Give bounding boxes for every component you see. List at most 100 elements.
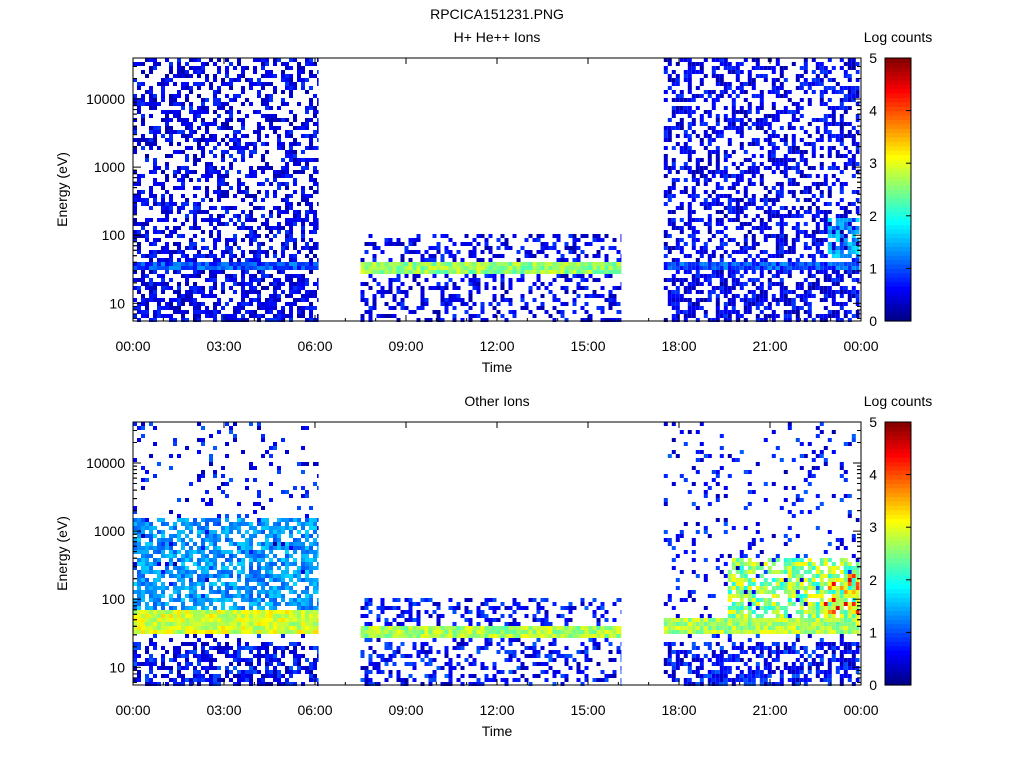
spectrogram-cell — [759, 98, 764, 102]
spectrogram-cell — [763, 130, 768, 134]
spectrogram-cell — [189, 122, 193, 126]
spectrogram-cell — [843, 210, 848, 214]
spectrogram-cell — [707, 154, 712, 158]
spectrogram-cell — [189, 682, 193, 686]
spectrogram-cell — [747, 262, 752, 266]
spectrogram-cell — [847, 134, 852, 138]
spectrogram-cell — [524, 238, 529, 242]
spectrogram-cell — [165, 130, 169, 134]
spectrogram-cell — [241, 238, 245, 242]
spectrogram-cell — [815, 186, 820, 190]
spectrogram-cell — [711, 150, 716, 154]
spectrogram-cell — [133, 458, 137, 462]
spectrogram-cell — [735, 70, 740, 74]
spectrogram-cell — [464, 302, 469, 306]
spectrogram-cell — [759, 218, 764, 222]
spectrogram-cell — [209, 218, 213, 222]
spectrogram-cell — [177, 114, 181, 118]
spectrogram-cell — [181, 314, 185, 318]
spectrogram-cell — [229, 246, 233, 250]
spectrogram-cell — [472, 278, 477, 282]
spectrogram-cell — [149, 530, 153, 534]
spectrogram-cell — [568, 278, 573, 282]
spectrogram-cell — [755, 66, 760, 70]
spectrogram-cell — [795, 230, 800, 234]
spectrogram-cell — [149, 554, 153, 558]
spectrogram-cell — [584, 294, 589, 298]
spectrogram-cell — [205, 122, 209, 126]
spectrogram-cell — [691, 70, 696, 74]
spectrogram-cell — [177, 74, 181, 78]
spectrogram-cell — [253, 266, 257, 270]
spectrogram-cell — [703, 278, 708, 282]
spectrogram-cell — [165, 174, 169, 178]
spectrogram-cell — [181, 666, 185, 670]
spectrogram-cell — [177, 102, 181, 106]
colorbar-segment — [885, 237, 911, 243]
spectrogram-cell — [221, 190, 225, 194]
spectrogram-cell — [241, 450, 245, 454]
spectrogram-cell — [847, 86, 852, 90]
spectrogram-cell — [173, 566, 177, 570]
spectrogram-cell — [811, 118, 816, 122]
spectrogram-cell — [245, 618, 249, 622]
spectrogram-cell — [189, 642, 193, 646]
spectrogram-cell — [795, 294, 800, 298]
spectrogram-cell — [153, 178, 157, 182]
spectrogram-cell — [213, 206, 217, 210]
spectrogram-cell — [169, 594, 173, 598]
spectrogram-cell — [289, 230, 293, 234]
spectrogram-cell — [177, 650, 181, 654]
spectrogram-cell — [452, 242, 457, 246]
colorbar-segment — [885, 101, 911, 107]
spectrogram-cell — [723, 294, 728, 298]
spectrogram-cell — [703, 202, 708, 206]
spectrogram-cell — [600, 246, 605, 250]
spectrogram-cell — [137, 606, 141, 610]
spectrogram-cell — [843, 242, 848, 246]
spectrogram-cell — [715, 130, 720, 134]
spectrogram-cell — [671, 294, 676, 298]
spectrogram-cell — [193, 550, 197, 554]
spectrogram-cell — [492, 274, 497, 278]
spectrogram-cell — [201, 642, 205, 646]
spectrogram-cell — [759, 262, 764, 266]
spectrogram-cell — [137, 598, 141, 602]
spectrogram-cell — [173, 574, 177, 578]
spectrogram-cell — [233, 606, 237, 610]
spectrogram-cell — [428, 262, 433, 266]
spectrogram-cell — [719, 78, 724, 82]
spectrogram-cell — [297, 126, 301, 130]
spectrogram-cell — [691, 210, 696, 214]
spectrogram-cell — [604, 262, 609, 266]
spectrogram-cell — [173, 82, 177, 86]
spectrogram-cell — [237, 310, 241, 314]
spectrogram-cell — [847, 90, 852, 94]
spectrogram-cell — [759, 66, 764, 70]
spectrogram-cell — [815, 118, 820, 122]
spectrogram-cell — [237, 678, 241, 682]
spectrogram-cell — [739, 298, 744, 302]
spectrogram-cell — [751, 218, 756, 222]
spectrogram-cell — [524, 262, 529, 266]
spectrogram-cell — [388, 286, 393, 290]
spectrogram-cell — [580, 262, 585, 266]
spectrogram-cell — [269, 182, 273, 186]
spectrogram-cell — [301, 226, 305, 230]
spectrogram-cell — [301, 170, 305, 174]
spectrogram-cell — [269, 70, 273, 74]
spectrogram-cell — [528, 254, 533, 258]
spectrogram-cell — [141, 578, 145, 582]
spectrogram-cell — [181, 250, 185, 254]
spectrogram-cell — [795, 226, 800, 230]
spectrogram-cell — [831, 134, 836, 138]
spectrogram-cell — [137, 110, 141, 114]
spectrogram-cell — [675, 286, 680, 290]
spectrogram-cell — [317, 242, 319, 246]
spectrogram-cell — [317, 262, 319, 266]
spectrogram-cell — [193, 642, 197, 646]
spectrogram-cell — [201, 118, 205, 122]
spectrogram-cell — [767, 210, 772, 214]
spectrogram-cell — [281, 158, 285, 162]
spectrogram-cell — [205, 78, 209, 82]
